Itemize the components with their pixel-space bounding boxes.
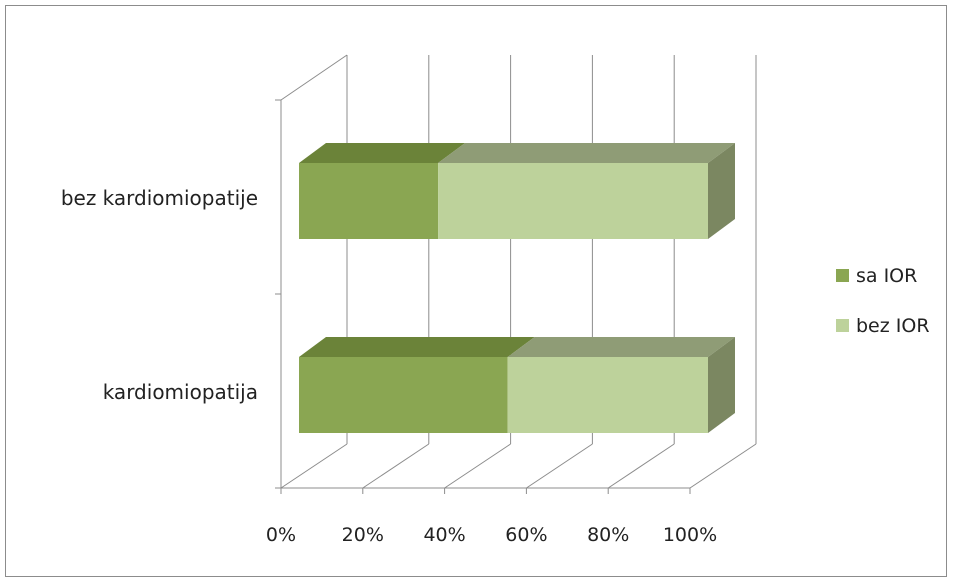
bar-side-face — [708, 337, 735, 433]
legend-swatch — [836, 269, 849, 282]
x-tick-label: 0% — [266, 524, 296, 546]
bar-side-face — [708, 143, 735, 239]
x-tick-label: 40% — [423, 524, 465, 546]
floor-gridline — [362, 443, 430, 489]
bar-top-face — [299, 337, 535, 357]
bar-top-face — [438, 143, 735, 163]
legend-label: bez IOR — [856, 315, 930, 337]
category-label: bez kardiomiopatije — [61, 186, 258, 210]
bar-segment — [507, 357, 708, 433]
x-tick-label: 60% — [505, 524, 547, 546]
left-wall-edge — [280, 54, 348, 101]
legend-label: sa IOR — [856, 265, 917, 287]
bar-segment — [299, 357, 508, 433]
floor-gridline — [280, 443, 348, 489]
floor-gridline — [689, 443, 757, 489]
legend-swatch — [836, 319, 849, 332]
bar-segment — [438, 163, 708, 239]
x-tick-label: 20% — [342, 524, 384, 546]
category-label: kardiomiopatija — [103, 380, 258, 404]
bar-segment — [299, 163, 439, 239]
x-tick-label: 100% — [663, 524, 717, 546]
chart-frame — [5, 5, 947, 577]
floor-gridline — [607, 443, 675, 489]
bar-top-face — [299, 143, 466, 163]
floor-gridline — [444, 443, 511, 489]
x-tick-label: 80% — [587, 524, 629, 546]
bar-top-face — [507, 337, 735, 357]
floor-gridline — [526, 443, 593, 489]
